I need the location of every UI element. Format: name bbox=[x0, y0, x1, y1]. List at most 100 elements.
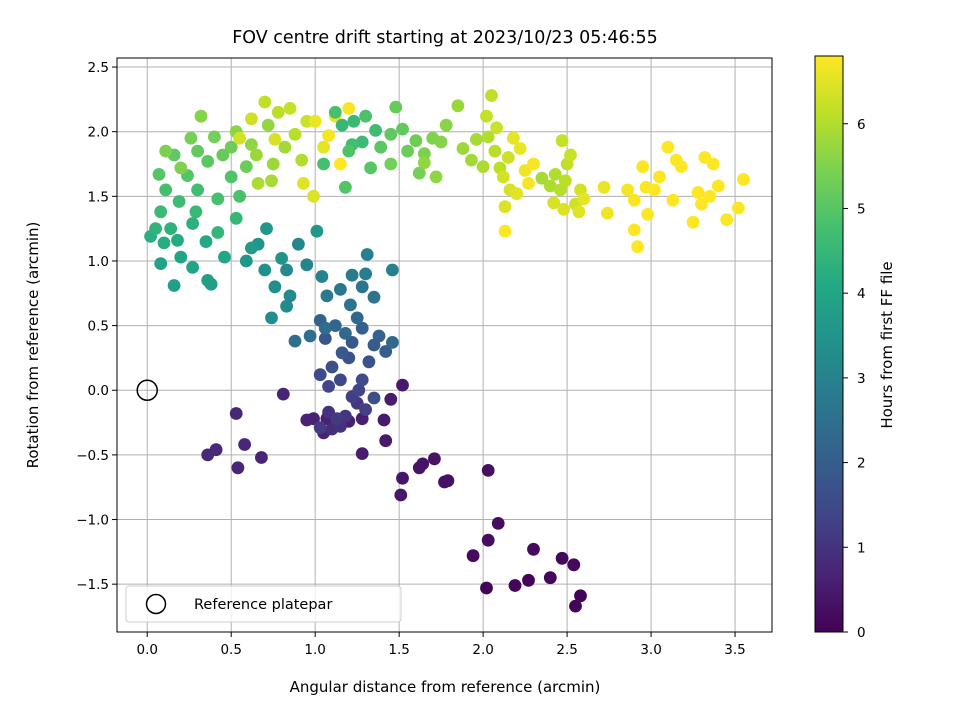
data-point bbox=[186, 217, 200, 230]
data-point bbox=[439, 118, 453, 132]
data-point bbox=[171, 233, 184, 247]
data-point bbox=[706, 157, 720, 171]
data-point bbox=[251, 177, 265, 190]
data-point bbox=[350, 311, 364, 325]
data-point bbox=[278, 140, 292, 154]
data-point bbox=[543, 179, 557, 193]
colorbar-tick-label: 5 bbox=[857, 201, 866, 217]
data-point bbox=[661, 140, 675, 154]
scatter-points bbox=[144, 89, 750, 613]
data-point bbox=[396, 122, 409, 136]
data-point bbox=[367, 391, 381, 405]
data-point bbox=[224, 170, 238, 184]
data-point bbox=[496, 170, 510, 184]
data-point bbox=[167, 279, 181, 292]
colorbar-tick-label: 6 bbox=[857, 117, 866, 133]
data-point bbox=[307, 189, 320, 203]
data-point bbox=[322, 380, 335, 393]
data-point bbox=[186, 261, 200, 274]
y-tick-label: 1.0 bbox=[88, 254, 109, 270]
data-point bbox=[465, 153, 478, 167]
legend-marker bbox=[145, 593, 167, 615]
data-point bbox=[199, 235, 213, 249]
data-point bbox=[355, 135, 369, 149]
data-point bbox=[703, 189, 717, 203]
data-point bbox=[641, 208, 655, 221]
y-tick-label: 2.5 bbox=[88, 60, 109, 76]
data-point bbox=[261, 118, 275, 132]
data-point bbox=[345, 268, 359, 282]
data-point bbox=[543, 571, 557, 585]
colorbar: 0 1 2 3 4 5 6 Hours from first FF file bbox=[814, 55, 896, 641]
data-point bbox=[325, 360, 339, 374]
data-point bbox=[172, 195, 186, 208]
x-tick-label: 0.0 bbox=[136, 642, 157, 658]
data-point bbox=[335, 346, 349, 360]
data-point bbox=[322, 129, 335, 143]
data-point bbox=[507, 131, 520, 145]
data-point bbox=[174, 250, 188, 264]
data-point bbox=[527, 542, 540, 556]
y-axis-ticks: −1.5 −1.0 −0.5 0.0 0.5 1.0 1.5 2.0 2.5 bbox=[76, 60, 117, 593]
data-point bbox=[328, 319, 342, 332]
data-point bbox=[339, 180, 352, 194]
data-point bbox=[157, 236, 171, 250]
data-point bbox=[577, 192, 591, 206]
data-point bbox=[555, 551, 569, 565]
data-point bbox=[480, 109, 493, 123]
data-point bbox=[627, 223, 641, 237]
data-point bbox=[239, 254, 253, 268]
x-axis-label: Angular distance from reference (arcmin) bbox=[290, 678, 601, 696]
data-point bbox=[631, 240, 644, 254]
data-point bbox=[268, 280, 282, 294]
data-point bbox=[328, 105, 342, 119]
data-point bbox=[369, 123, 382, 137]
data-point bbox=[339, 327, 352, 340]
data-point bbox=[355, 280, 369, 294]
data-point bbox=[295, 153, 309, 167]
data-point bbox=[271, 105, 285, 119]
data-point bbox=[498, 200, 512, 214]
data-point bbox=[154, 257, 168, 270]
data-point bbox=[201, 155, 215, 168]
data-point bbox=[481, 130, 495, 144]
y-tick-label: 0.0 bbox=[88, 383, 109, 399]
colorbar-tick-label: 3 bbox=[857, 371, 866, 387]
data-point bbox=[367, 290, 381, 304]
data-point bbox=[428, 452, 441, 466]
data-point bbox=[300, 413, 314, 427]
data-point bbox=[260, 222, 273, 236]
data-point bbox=[389, 100, 403, 114]
data-point bbox=[513, 142, 527, 155]
data-point bbox=[548, 168, 562, 181]
x-tick-label: 3.0 bbox=[640, 642, 661, 658]
legend: Reference platepar bbox=[125, 585, 402, 623]
data-point bbox=[535, 171, 549, 185]
data-point bbox=[396, 378, 409, 392]
data-point bbox=[470, 133, 483, 146]
data-point bbox=[417, 156, 431, 170]
data-point bbox=[266, 157, 280, 171]
y-axis-label: Rotation from reference (arcmin) bbox=[24, 222, 42, 469]
data-point bbox=[601, 206, 614, 220]
y-tick-label: 0.5 bbox=[88, 319, 109, 335]
data-point bbox=[184, 131, 198, 145]
legend-box bbox=[125, 585, 402, 623]
colorbar-gradient bbox=[814, 55, 844, 633]
data-point bbox=[258, 263, 272, 277]
data-point bbox=[691, 186, 705, 199]
data-point bbox=[386, 263, 399, 277]
chart-title: FOV centre drift starting at 2023/10/23 … bbox=[232, 28, 658, 48]
colorbar-tick-label: 1 bbox=[857, 540, 866, 556]
y-tick-label: −1.5 bbox=[76, 577, 109, 593]
data-point bbox=[372, 329, 386, 343]
data-point bbox=[211, 226, 225, 239]
data-point bbox=[216, 148, 230, 162]
data-point bbox=[320, 289, 334, 303]
data-point bbox=[412, 461, 426, 475]
data-point bbox=[310, 224, 324, 238]
data-point bbox=[229, 407, 243, 420]
data-point bbox=[201, 448, 215, 462]
data-point bbox=[268, 133, 282, 146]
data-point bbox=[737, 173, 750, 186]
